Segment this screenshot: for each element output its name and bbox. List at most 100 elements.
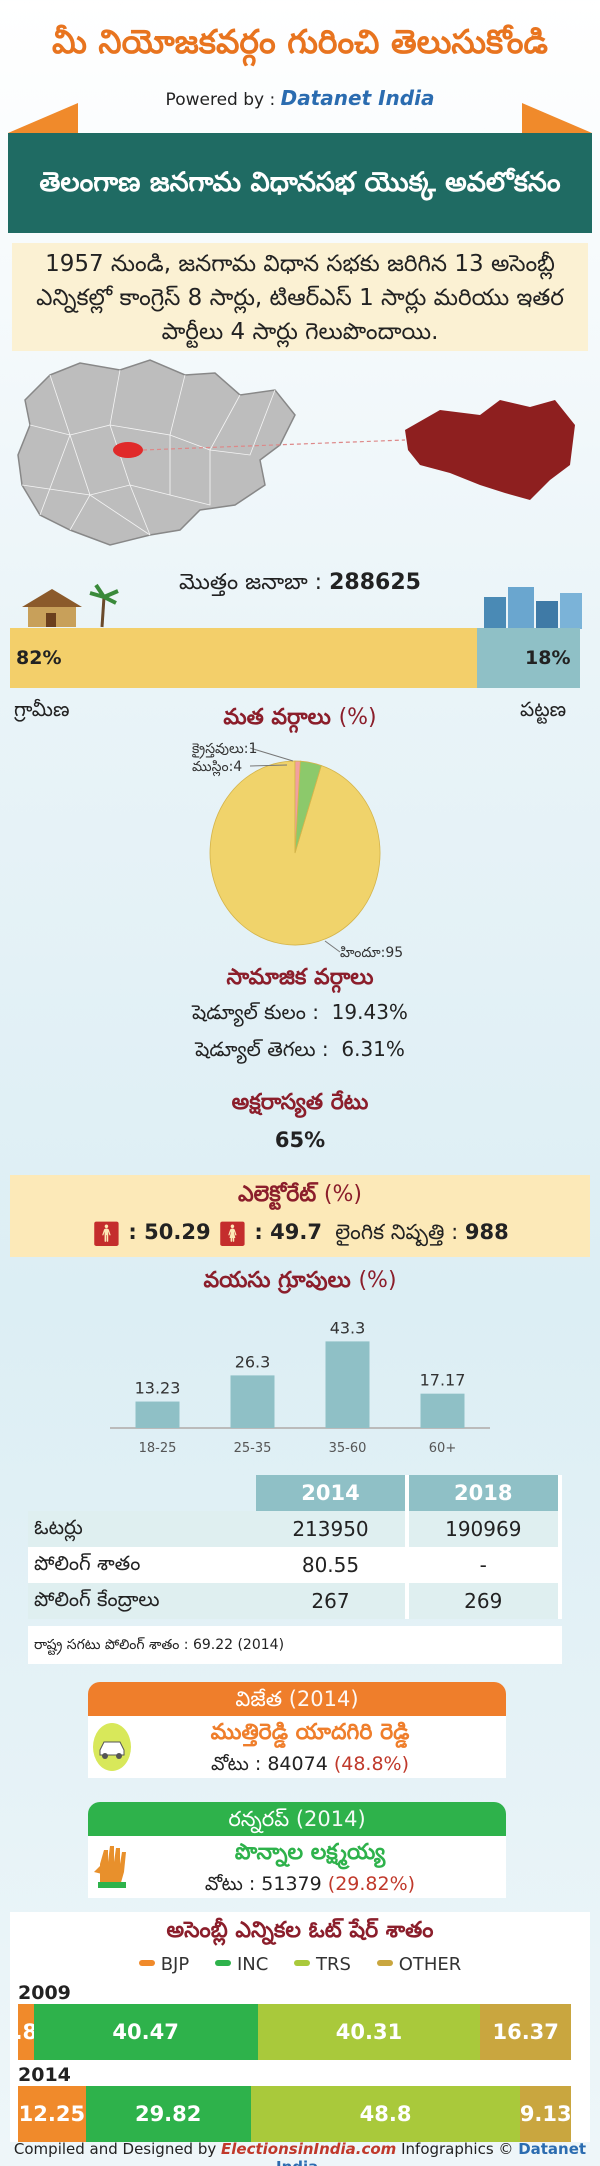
population-line: మొత్తం జనాబా : 288625 bbox=[0, 570, 600, 600]
vote-share-title: అసెంబ్లీ ఎన్నికల ఓట్ షేర్ శాతం bbox=[166, 1918, 434, 1943]
table-row: పోలింగ్ శాతం 80.55 - bbox=[28, 1547, 563, 1583]
row-value: - bbox=[406, 1547, 563, 1583]
inc-hand-icon bbox=[94, 1846, 126, 1888]
vote-share-segment-other: 9.13 bbox=[520, 2086, 571, 2142]
age-value-label: 26.3 bbox=[235, 1352, 271, 1371]
state-outline bbox=[17, 359, 296, 546]
winner-tag: విజేత (2014) bbox=[88, 1682, 506, 1716]
st-row: షెడ్యూల్ తెగలు : 6.31% bbox=[0, 1037, 600, 1066]
age-category-label: 25-35 bbox=[234, 1441, 272, 1456]
rural-percent: 82% bbox=[16, 647, 62, 669]
vote-share-segment-inc: 40.47 bbox=[33, 2004, 258, 2060]
runnerup-card bbox=[88, 1836, 506, 1898]
winner-name: ముత్తిరెడ్డి యాదగిరి రెడ్డి bbox=[210, 1720, 410, 1745]
population-label: మొత్తం జనాబా : bbox=[179, 570, 323, 595]
row-value: 190969 bbox=[406, 1511, 563, 1547]
caste-title: సామాజిక వర్గాలు bbox=[226, 965, 374, 990]
female-icon: 🚺︎ bbox=[217, 1220, 248, 1248]
table-row: ఓటర్లు 213950 190969 bbox=[28, 1511, 563, 1547]
vote-share-year: 2014 bbox=[18, 2064, 71, 2086]
telangana-map bbox=[17, 359, 575, 546]
rural-bar bbox=[10, 628, 477, 688]
legend-swatch-other bbox=[376, 1960, 393, 1966]
vote-share-segment-inc: 29.82 bbox=[85, 2086, 251, 2142]
table-header-row: 2014 2018 bbox=[28, 1475, 563, 1511]
footer-brand-elections: ElectionsinIndia.com bbox=[221, 2140, 397, 2158]
pie-leader-line bbox=[324, 940, 341, 953]
ribbon-fold-right bbox=[522, 103, 592, 133]
row-label: పోలింగ్ కేంద్రాలు bbox=[28, 1583, 257, 1619]
vote-share-segment-bjp: 12.25 bbox=[18, 2086, 86, 2142]
powered-by: Powered by : Datanet India bbox=[0, 86, 600, 110]
table-header-2018: 2018 bbox=[406, 1475, 563, 1511]
vote-share-year: 2009 bbox=[18, 1982, 71, 2004]
sc-label: షెడ్యూల్ కులం : bbox=[192, 1000, 319, 1024]
urban-percent: 18% bbox=[525, 647, 571, 669]
winner-votes: వోటు : 84074 (48.8%) bbox=[130, 1753, 490, 1780]
winner-label: విజేత bbox=[235, 1687, 283, 1711]
pie-label: క్రైస్తవులు:1 bbox=[192, 741, 257, 760]
runnerup-year: (2014) bbox=[295, 1807, 366, 1831]
electorate-panel bbox=[10, 1175, 590, 1257]
voters-table: 2014 2018 ఓటర్లు 213950 190969 పోలింగ్ శ… bbox=[28, 1475, 563, 1619]
runnerup-name: పొన్నాల లక్ష్మయ్య bbox=[234, 1840, 386, 1865]
datanet-brand: Datanet India bbox=[280, 86, 435, 110]
legend-label: OTHER bbox=[398, 1954, 462, 1975]
footer: Compiled and Designed by ElectionsinIndi… bbox=[10, 2140, 590, 2166]
constituency-marker bbox=[113, 442, 143, 458]
st-value: 6.31% bbox=[341, 1037, 405, 1061]
row-value: 269 bbox=[406, 1583, 563, 1619]
winner-year: (2014) bbox=[288, 1687, 359, 1711]
age-category-label: 35-60 bbox=[329, 1441, 367, 1456]
age-title-text: వయసు గ్రూపులు bbox=[203, 1268, 351, 1293]
trs-car-icon bbox=[93, 1723, 131, 1771]
age-bar bbox=[420, 1393, 465, 1428]
hut-icon bbox=[22, 583, 119, 628]
pie-leader-line bbox=[249, 764, 288, 767]
religion-pie-chart: హిందూ:95 ముస్లిం:4క్రైస్తవులు:1 bbox=[192, 741, 403, 961]
vote-share-legend: BJP INC TRS OTHER bbox=[0, 1954, 600, 1975]
vote-share-segment-trs: 48.8 bbox=[250, 2086, 521, 2142]
legend-bjp: BJP bbox=[138, 1954, 189, 1975]
legend-inc: INC bbox=[214, 1954, 269, 1975]
powered-label: Powered by : bbox=[165, 90, 276, 110]
winner-votes-label: వోటు : 84074 bbox=[210, 1753, 328, 1775]
state-average-note: రాష్ట్ర సగటు పోలింగ్ శాతం : 69.22 (2014) bbox=[28, 1626, 562, 1664]
st-label: షెడ్యూల్ తెగలు : bbox=[195, 1037, 329, 1061]
footer-prefix: Compiled and Designed by bbox=[13, 2140, 217, 2158]
table-header-empty bbox=[28, 1475, 256, 1511]
age-bar bbox=[230, 1375, 275, 1428]
literacy-value: 65% bbox=[274, 1128, 326, 1152]
sex-ratio-value: 988 bbox=[464, 1220, 509, 1244]
legend-swatch-trs bbox=[294, 1960, 311, 1966]
row-value: 213950 bbox=[256, 1511, 409, 1547]
row-value: 80.55 bbox=[256, 1547, 409, 1583]
religion-title: మత వర్గాలు (%) bbox=[0, 705, 600, 735]
age-bar bbox=[325, 1341, 370, 1428]
male-value: : 50.29 bbox=[128, 1220, 211, 1244]
buildings-icon bbox=[484, 587, 582, 629]
literacy-title: అక్షరాస్యత రేటు bbox=[231, 1090, 369, 1115]
runnerup-votes: వోటు : 51379 (29.82%) bbox=[130, 1873, 490, 1900]
ribbon-fold-left bbox=[8, 103, 78, 133]
runnerup-votes-pct: (29.82%) bbox=[327, 1873, 416, 1895]
legend-swatch-bjp bbox=[138, 1960, 155, 1966]
rural-label: గ్రామీణ bbox=[14, 697, 70, 721]
pie-slice bbox=[294, 760, 301, 854]
vote-share-segment-other: 16.37 bbox=[480, 2004, 571, 2060]
sc-row: షెడ్యూల్ కులం : 19.43% bbox=[0, 1000, 600, 1029]
legend-trs: TRS bbox=[294, 1954, 351, 1975]
age-category-label: 18-25 bbox=[139, 1441, 177, 1456]
age-value-label: 13.23 bbox=[135, 1379, 181, 1398]
electorate-title-text: ఎలెక్టోరేట్ bbox=[237, 1182, 317, 1207]
age-bar-chart: 13.23 18-25 26.3 25-35 43.3 35-60 17.17 60+ bbox=[110, 1318, 490, 1456]
urban-label: పట్టణ bbox=[520, 697, 567, 721]
electorate-title: ఎలెక్టోరేట్ (%) bbox=[0, 1182, 600, 1212]
female-value: : 49.7 bbox=[254, 1220, 322, 1244]
legend-label: INC bbox=[236, 1954, 269, 1975]
pie-leader-line bbox=[249, 747, 294, 762]
legend-label: TRS bbox=[316, 1954, 351, 1975]
population-value: 288625 bbox=[329, 570, 421, 595]
winner-card bbox=[88, 1716, 506, 1778]
table-row: పోలింగ్ కేంద్రాలు 267 269 bbox=[28, 1583, 563, 1619]
